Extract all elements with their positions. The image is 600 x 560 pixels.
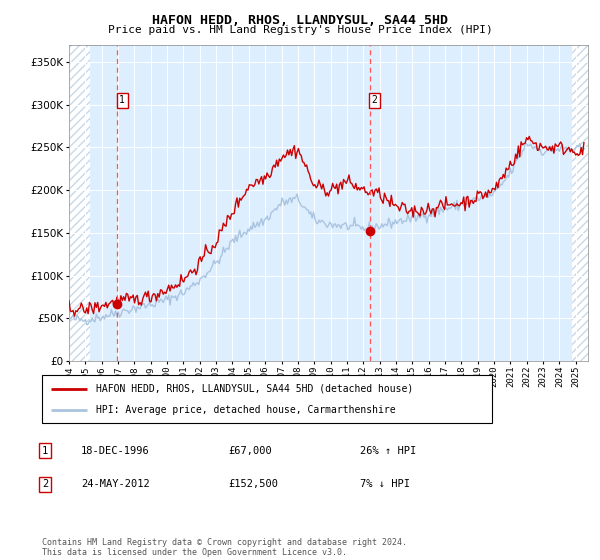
Text: 18-DEC-1996: 18-DEC-1996 <box>81 446 150 456</box>
Text: 7% ↓ HPI: 7% ↓ HPI <box>360 479 410 489</box>
Text: HAFON HEDD, RHOS, LLANDYSUL, SA44 5HD (detached house): HAFON HEDD, RHOS, LLANDYSUL, SA44 5HD (d… <box>96 384 413 394</box>
Text: 1: 1 <box>119 95 125 105</box>
Text: 24-MAY-2012: 24-MAY-2012 <box>81 479 150 489</box>
Text: £67,000: £67,000 <box>228 446 272 456</box>
Text: 26% ↑ HPI: 26% ↑ HPI <box>360 446 416 456</box>
Text: HPI: Average price, detached house, Carmarthenshire: HPI: Average price, detached house, Carm… <box>96 405 395 416</box>
Text: Contains HM Land Registry data © Crown copyright and database right 2024.
This d: Contains HM Land Registry data © Crown c… <box>42 538 407 557</box>
Text: £152,500: £152,500 <box>228 479 278 489</box>
Bar <box>572 45 588 361</box>
Text: HAFON HEDD, RHOS, LLANDYSUL, SA44 5HD: HAFON HEDD, RHOS, LLANDYSUL, SA44 5HD <box>152 14 448 27</box>
Bar <box>69 45 90 361</box>
Text: 2: 2 <box>371 95 377 105</box>
Text: 1: 1 <box>42 446 48 456</box>
Bar <box>69 45 90 361</box>
FancyBboxPatch shape <box>42 375 492 423</box>
Text: Price paid vs. HM Land Registry's House Price Index (HPI): Price paid vs. HM Land Registry's House … <box>107 25 493 35</box>
Bar <box>572 45 588 361</box>
Text: 2: 2 <box>42 479 48 489</box>
